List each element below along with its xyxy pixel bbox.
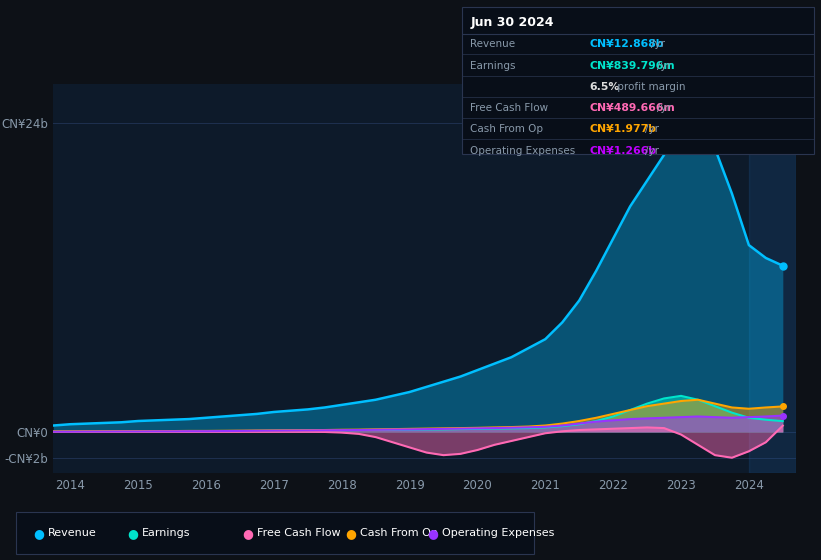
- Text: ●: ●: [345, 527, 355, 540]
- Text: ●: ●: [427, 527, 438, 540]
- Text: Earnings: Earnings: [142, 529, 190, 538]
- Text: CN¥12.868b: CN¥12.868b: [589, 39, 664, 49]
- Text: ●: ●: [242, 527, 253, 540]
- Text: Operating Expenses: Operating Expenses: [442, 529, 554, 538]
- Text: Revenue: Revenue: [470, 39, 516, 49]
- Text: Cash From Op: Cash From Op: [470, 124, 544, 134]
- Text: Earnings: Earnings: [470, 60, 516, 71]
- Text: Operating Expenses: Operating Expenses: [470, 146, 576, 156]
- Text: /yr: /yr: [645, 146, 659, 156]
- Text: Jun 30 2024: Jun 30 2024: [470, 16, 554, 30]
- Text: CN¥1.266b: CN¥1.266b: [589, 146, 657, 156]
- Text: /yr: /yr: [651, 39, 665, 49]
- Text: /yr: /yr: [645, 124, 659, 134]
- Text: Free Cash Flow: Free Cash Flow: [470, 103, 548, 113]
- Text: CN¥489.666m: CN¥489.666m: [589, 103, 675, 113]
- Text: profit margin: profit margin: [614, 82, 686, 92]
- Text: 6.5%: 6.5%: [589, 82, 620, 92]
- Text: ●: ●: [127, 527, 138, 540]
- Text: ●: ●: [33, 527, 44, 540]
- Text: /yr: /yr: [658, 60, 672, 71]
- Bar: [749, 84, 796, 473]
- Text: Free Cash Flow: Free Cash Flow: [257, 529, 341, 538]
- Text: CN¥839.796m: CN¥839.796m: [589, 60, 675, 71]
- Text: Cash From Op: Cash From Op: [360, 529, 438, 538]
- Text: /yr: /yr: [658, 103, 672, 113]
- Text: CN¥1.977b: CN¥1.977b: [589, 124, 657, 134]
- Text: Revenue: Revenue: [48, 529, 96, 538]
